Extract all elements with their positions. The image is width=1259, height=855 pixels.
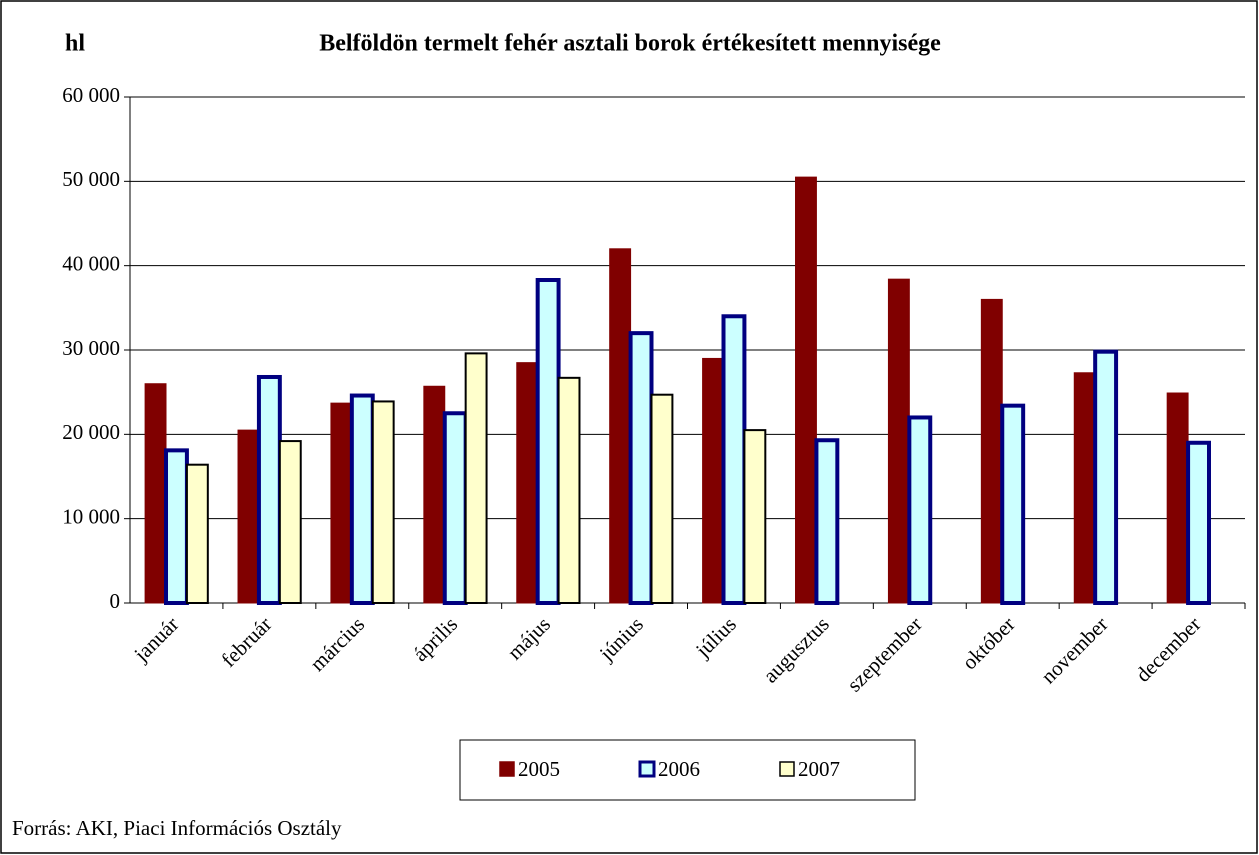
y-tick-label: 10 000 bbox=[62, 504, 120, 528]
legend-swatch bbox=[779, 761, 795, 777]
bar bbox=[278, 440, 302, 604]
bar bbox=[1186, 440, 1211, 605]
y-axis-label: hl bbox=[65, 31, 85, 57]
bar bbox=[535, 278, 561, 605]
bar bbox=[164, 448, 189, 605]
bar bbox=[237, 429, 260, 604]
bar bbox=[907, 415, 933, 606]
y-tick-label: 50 000 bbox=[62, 167, 120, 191]
bar bbox=[1093, 349, 1119, 606]
y-tick-label: 0 bbox=[110, 589, 121, 613]
legend-swatch bbox=[499, 761, 515, 777]
legend-label: 2005 bbox=[518, 757, 560, 781]
y-tick-label: 30 000 bbox=[62, 336, 120, 360]
bar bbox=[464, 352, 488, 604]
bar bbox=[887, 278, 910, 604]
bar bbox=[609, 248, 632, 604]
legend-label: 2006 bbox=[658, 757, 700, 781]
bar bbox=[144, 383, 167, 604]
legend-box bbox=[459, 739, 916, 801]
bar bbox=[702, 357, 725, 604]
bar bbox=[1073, 372, 1096, 604]
bar bbox=[371, 400, 395, 604]
bar bbox=[1166, 392, 1189, 604]
y-tick-label: 40 000 bbox=[62, 251, 120, 275]
bar bbox=[557, 376, 581, 604]
bar bbox=[442, 411, 468, 605]
legend-label: 2007 bbox=[798, 757, 840, 781]
bar bbox=[814, 438, 840, 605]
bar bbox=[185, 463, 209, 604]
legend-swatch bbox=[638, 760, 656, 778]
chart-title: Belföldön termelt fehér asztali borok ér… bbox=[319, 31, 941, 57]
bar bbox=[330, 402, 353, 604]
bar bbox=[256, 374, 282, 605]
bar bbox=[650, 393, 674, 604]
bar bbox=[349, 393, 375, 606]
bar bbox=[516, 362, 539, 604]
bar bbox=[721, 314, 747, 605]
source-note: Forrás: AKI, Piaci Információs Osztály bbox=[12, 816, 342, 840]
y-tick-label: 60 000 bbox=[62, 83, 120, 107]
bar bbox=[980, 298, 1003, 604]
bar bbox=[628, 331, 654, 605]
y-tick-label: 20 000 bbox=[62, 420, 120, 444]
bar bbox=[743, 429, 767, 604]
bar bbox=[1000, 403, 1026, 605]
bar bbox=[423, 385, 446, 604]
bar bbox=[795, 176, 817, 604]
